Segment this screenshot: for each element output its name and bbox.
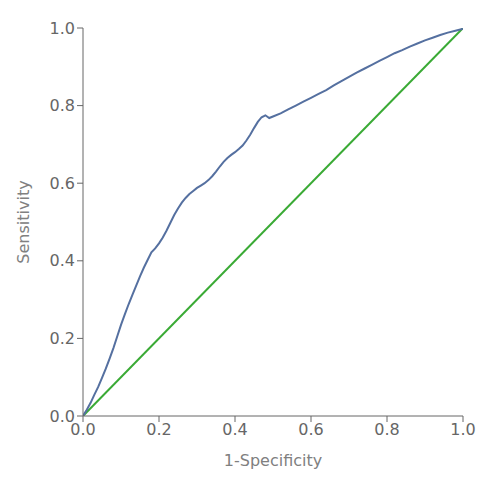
svg-text:1.0: 1.0 bbox=[50, 19, 75, 38]
svg-text:0.6: 0.6 bbox=[50, 174, 75, 193]
svg-text:0.0: 0.0 bbox=[50, 407, 75, 426]
svg-text:0.4: 0.4 bbox=[222, 420, 247, 439]
svg-text:0.2: 0.2 bbox=[50, 329, 75, 348]
svg-text:Sensitivity: Sensitivity bbox=[14, 180, 33, 263]
svg-text:0.0: 0.0 bbox=[70, 420, 96, 440]
svg-text:1.0: 1.0 bbox=[450, 420, 475, 439]
svg-text:0.8: 0.8 bbox=[50, 96, 75, 115]
svg-text:0.6: 0.6 bbox=[298, 420, 323, 439]
svg-text:0.4: 0.4 bbox=[50, 251, 75, 270]
svg-text:0.2: 0.2 bbox=[146, 420, 171, 439]
svg-text:1-Specificity: 1-Specificity bbox=[224, 451, 322, 470]
svg-text:0.8: 0.8 bbox=[374, 420, 399, 439]
